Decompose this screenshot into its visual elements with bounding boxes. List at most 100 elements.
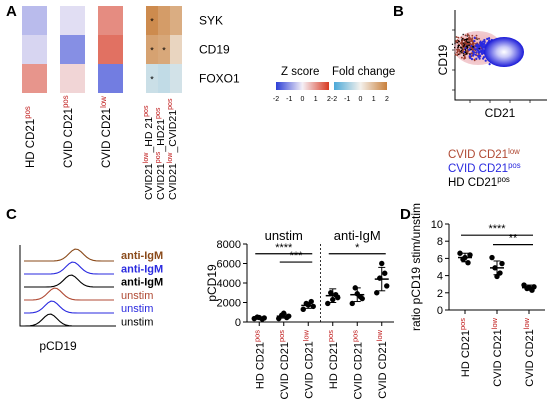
panel-label-a: A [6, 3, 17, 20]
legend-tick: 0 [301, 96, 305, 103]
y-tick-label: 6 [437, 253, 443, 265]
x-tick-label: CVID CD21pos [350, 330, 365, 400]
heatmap-column-label: HD CD21pos [23, 106, 38, 168]
histogram-curve [24, 261, 114, 275]
legend-tick: -2 [331, 96, 337, 103]
data-point [328, 290, 334, 296]
x-tick-label: CVID CD21low [374, 329, 389, 398]
foldchange-cell [170, 35, 182, 64]
data-point [325, 300, 331, 307]
foldchange-column-label: CVID21low_CVID21pos [166, 98, 179, 200]
significance-label: ** [509, 233, 518, 245]
histogram-labels: anti-IgManti-IgManti-IgMunstimunstimunst… [121, 250, 163, 329]
gene-label: FOXO1 [199, 72, 240, 86]
histogram-panel: anti-IgManti-IgManti-IgMunstimunstimunst… [19, 245, 163, 353]
flow-xlabel: CD21 [485, 106, 516, 120]
histogram-label: unstim [121, 317, 153, 329]
data-point [526, 284, 532, 291]
data-point [462, 254, 468, 261]
x-tick-label: CVID CD21low [522, 317, 537, 386]
significance-mark: * [150, 75, 154, 85]
heatmap-cell [22, 35, 47, 64]
fold-legend-ticks: -2 -1 0 1 2 [331, 96, 389, 103]
heatmap-cell [60, 35, 85, 64]
data-point [465, 260, 471, 266]
data-point [384, 283, 390, 289]
heatmap-column-labels: HD CD21pos CVID CD21pos CVID CD21low CVID21… [23, 95, 180, 200]
data-point [374, 290, 380, 296]
foldchange-cell [170, 64, 182, 93]
heatmap-panel: * * * * SYK CD19 FOXO1 HD CD21pos CVID CD21pos… [22, 6, 395, 200]
legend-tick: 2 [327, 96, 331, 103]
y-tick-label: 8 [437, 236, 443, 248]
data-point [489, 254, 495, 261]
data-point [305, 302, 311, 308]
zscore-legend-ticks: -2 -1 0 1 2 [273, 96, 331, 103]
histogram-curve [24, 248, 114, 262]
heatmap-column-label: CVID CD21low [99, 96, 114, 168]
y-tick-label: 2 [437, 288, 443, 300]
y-tick-label: 2000 [217, 298, 241, 310]
data-point [333, 292, 339, 298]
significance-label: **** [488, 223, 506, 235]
data-point [352, 285, 358, 291]
flow-plot-axes [454, 10, 547, 101]
histogram-curves [23, 248, 114, 327]
data-point [377, 275, 383, 281]
data-point [457, 250, 463, 256]
flow-population [484, 37, 524, 67]
data-point [310, 303, 316, 310]
panel-label-c: C [6, 206, 17, 223]
y-tick-label: 0 [437, 305, 443, 317]
flow-legend-entry: CVID CD21pos [448, 161, 521, 176]
flow-events [451, 31, 524, 67]
legend-tick: -1 [286, 96, 292, 103]
fold-colorbar [334, 82, 387, 90]
heatmap-cells: * * * * [22, 6, 182, 93]
data-point [256, 314, 262, 321]
panel-label-b: B [393, 3, 404, 20]
heatmap-cell [22, 6, 47, 35]
foldchange-cell [158, 35, 170, 64]
histogram-label: anti-IgM [121, 250, 163, 262]
data-point [382, 270, 388, 276]
y-tick-label: 6000 [217, 259, 241, 271]
heatmap-cell [60, 6, 85, 35]
data-point [349, 300, 355, 307]
foldchange-column-label: CVID21low_HD 21pos [142, 105, 155, 200]
foldchange-column-label: CVID21pos_HD21pos [154, 107, 167, 200]
ratio-scatter-chart: 0 2 4 6 8 10 ratio pCD19 stim/unstim HD CD21pos… [409, 203, 545, 387]
significance-label: **** [275, 242, 293, 254]
flow-legend-entry: HD CD21pos [448, 175, 510, 190]
legend-tick: 1 [314, 96, 318, 103]
histogram-xlabel: pCD19 [39, 339, 77, 353]
legend-tick: 0 [359, 96, 363, 103]
section-label: anti-IgM [334, 228, 381, 243]
heatmap-cell [98, 35, 123, 64]
foldchange-cell [158, 6, 170, 35]
x-tick-label: CVID CD21low [490, 317, 505, 386]
significance-mark: * [162, 46, 166, 56]
significance-mark: * [150, 17, 154, 27]
fold-legend-title: Fold change [332, 66, 395, 78]
zscore-colorbar [276, 82, 329, 90]
foldchange-cell [158, 64, 170, 93]
data-point [284, 314, 290, 321]
x-tick-label: HD CD21pos [252, 330, 267, 389]
heatmap-column-label: CVID CD21pos [61, 95, 76, 168]
histogram-label: anti-IgM [121, 277, 163, 289]
significance-label: *** [290, 250, 304, 262]
foldchange-cell [146, 35, 158, 64]
y-axis-label: pCD19 [205, 264, 219, 302]
data-point [281, 310, 287, 316]
y-axis-label: ratio pCD19 stim/unstim [409, 203, 423, 331]
section-label: unstim [265, 228, 303, 243]
zscore-legend-title: Z score [281, 66, 319, 78]
x-tick-label: HD CD21pos [325, 330, 340, 389]
data-point [379, 260, 385, 267]
histogram-curve [24, 287, 114, 301]
y-tick-label: 8000 [217, 239, 241, 251]
significance-mark: * [150, 46, 154, 56]
